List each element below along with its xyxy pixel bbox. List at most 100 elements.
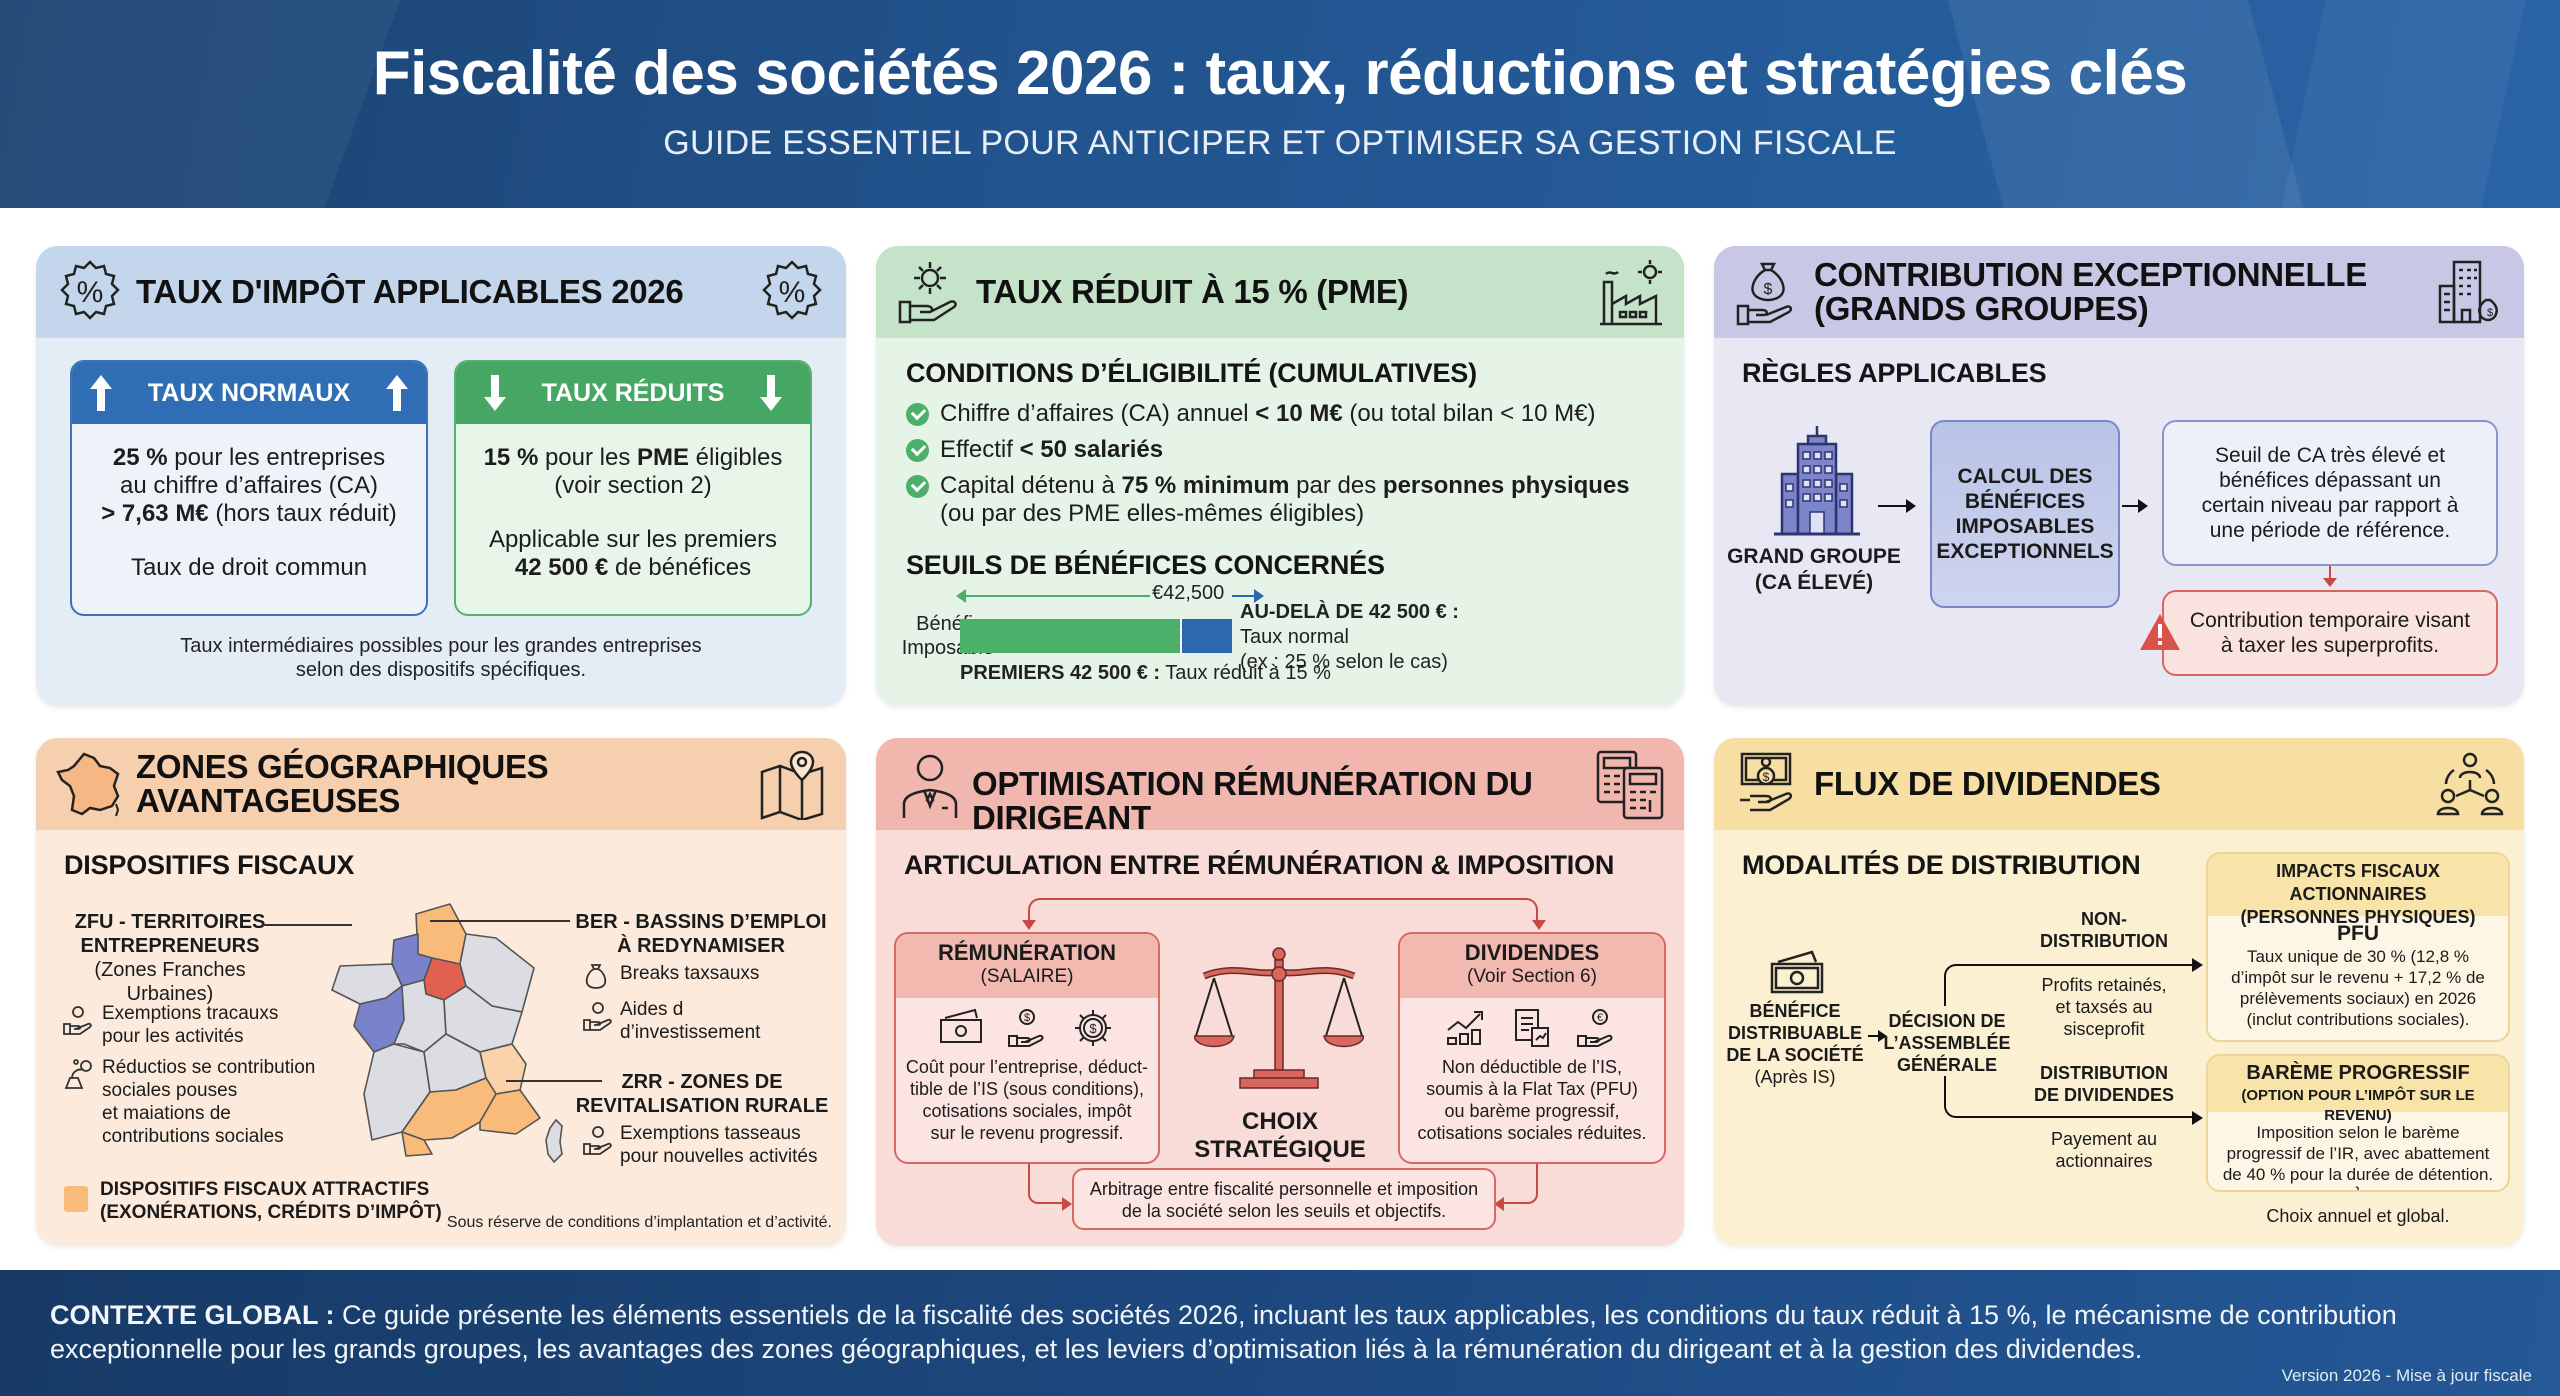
hand-coin-icon xyxy=(582,1124,614,1156)
blue-range-line xyxy=(1232,595,1256,597)
leader-line xyxy=(262,924,352,926)
dividendes-card-header: DIVIDENDES (Voir Section 6) xyxy=(1400,934,1664,998)
zfu-item: Réductios se contribution sociales pouse… xyxy=(62,1056,322,1148)
rules-heading: RÈGLES APPLICABLES xyxy=(1742,358,2047,388)
dividendes-text: Non déductible de l’IS, soumis à la Flat… xyxy=(1400,1056,1664,1144)
france-map-icon xyxy=(54,748,126,820)
document-chart-icon xyxy=(1512,1008,1552,1048)
green-range-line xyxy=(960,595,1150,597)
panel-taux-impot: % TAUX D'IMPÔT APPLICABLES 2026 % TAUX N… xyxy=(36,246,846,706)
articulation-heading: ARTICULATION ENTRE RÉMUNÉRATION & IMPOSI… xyxy=(904,850,1615,880)
threshold-value: > 7,63 M€ xyxy=(101,500,209,527)
text: (Voir Section 6) xyxy=(1467,966,1597,987)
taux-reduits-body: 15 % pour les PME éligibles (voir sectio… xyxy=(456,424,810,602)
footer-text: Ce guide présente les éléments essentiel… xyxy=(50,1300,2397,1364)
taux-reduits-card: TAUX RÉDUITS 15 % pour les PME éligibles… xyxy=(454,360,812,616)
percent-badge-icon: % xyxy=(756,256,828,328)
text: Arbitrage entre fiscalité personnelle et… xyxy=(1089,1179,1479,1199)
text: Imposition selon le barème xyxy=(2256,1123,2460,1142)
text: soumis à la Flat Tax (PFU) xyxy=(1426,1079,1638,1099)
text: contributions sociales xyxy=(102,1126,284,1147)
grand-groupe-label: GRAND GROUPE (CA ÉLEVÉ) xyxy=(1724,544,1904,596)
text: (EXONÉRATIONS, CRÉDITS D’IMPÔT) xyxy=(100,1202,442,1223)
ber-item: Aides d d’investissement xyxy=(582,998,842,1044)
arrow-right-icon xyxy=(2192,1111,2203,1125)
arrow-down-icon xyxy=(1022,920,1036,930)
panel-title: OPTIMISATION RÉMUNÉRATION DU DIRIGEANT xyxy=(972,765,1533,836)
text: Coût pour l’entreprise, déduct- xyxy=(905,1057,1149,1077)
text: Profits retainés, xyxy=(2041,975,2167,995)
taux-footnote: Taux intermédiaires possibles pour les g… xyxy=(36,634,846,682)
text: cotisations sociales, impôt xyxy=(922,1101,1132,1121)
arrow-down-icon xyxy=(1532,920,1546,930)
office-building-money-icon: $ xyxy=(2434,256,2506,328)
text: (SALAIRE) xyxy=(980,966,1074,987)
gear-dollar-icon: $ xyxy=(1071,1008,1115,1048)
text: CONTRIBUTION EXCEPTIONNELLE xyxy=(1814,256,2367,293)
text: ZFU - TERRITOIRES xyxy=(74,911,266,933)
text: REVITALISATION RURALE xyxy=(575,1095,829,1117)
text: sisceprofit xyxy=(2063,1019,2145,1039)
connector-bottom-left xyxy=(1028,1164,1068,1204)
text: personnes physiques xyxy=(1382,472,1630,499)
arrow-down-icon xyxy=(482,373,508,413)
legend-label: DISPOSITIFS FISCAUX ATTRACTIFS (EXONÉRAT… xyxy=(100,1178,442,1224)
text: Aides d xyxy=(620,999,684,1020)
text: de la société selon les seuils et object… xyxy=(1121,1201,1447,1221)
text: L’ASSEMBLÉE xyxy=(1883,1033,2011,1053)
text: Effectif xyxy=(940,436,1020,463)
text: Taux normal xyxy=(1240,626,1349,648)
note: Taux de droit commun xyxy=(130,554,368,581)
panel-header: OPTIMISATION RÉMUNÉRATION DU DIRIGEANT xyxy=(876,738,1684,835)
arrow-right-icon xyxy=(1254,589,1264,603)
hand-gear-icon xyxy=(894,256,966,328)
text: RÉMUNÉRATION xyxy=(937,940,1117,965)
text: ZONES GÉOGRAPHIQUES xyxy=(136,748,549,785)
text: certain niveau par rapport à xyxy=(2201,494,2459,517)
text: ENTREPRENEURS xyxy=(80,935,260,957)
taux-reduits-header: TAUX RÉDUITS xyxy=(456,362,810,424)
text: (ou par des PME elles-mêmes éligibles) xyxy=(940,500,1365,527)
panel-title: CONTRIBUTION EXCEPTIONNELLE (GRANDS GROU… xyxy=(1814,258,2367,326)
text: sociales pouses xyxy=(102,1080,238,1101)
text: d’investissement xyxy=(620,1022,761,1043)
text: prélèvements sociaux) en 2026 xyxy=(2239,989,2477,1008)
text: AVANTAGEUSES xyxy=(136,782,401,819)
text: Exemptions tracauxs xyxy=(102,1003,279,1024)
text: pour les entreprises xyxy=(167,444,386,471)
text: DISTRIBUABLE xyxy=(1728,1023,1862,1043)
page-title: Fiscalité des sociétés 2026 : taux, rédu… xyxy=(372,39,2188,108)
benefice-label: BÉNÉFICE DISTRIBUABLE DE LA SOCIÉTÉ (Apr… xyxy=(1720,1000,1870,1088)
text: BÉNÉFICES xyxy=(1964,490,2086,513)
arbitrage-box: Arbitrage entre fiscalité personnelle et… xyxy=(1072,1168,1496,1230)
text: BÉNÉFICE xyxy=(1749,1001,1841,1021)
text: ZRR - ZONES DE xyxy=(621,1071,783,1093)
rate-value: 15 % xyxy=(483,444,539,471)
text: NON- xyxy=(2081,909,2127,929)
money-flow-icon xyxy=(62,1058,94,1090)
leader-line xyxy=(430,920,570,922)
dividendes-card: DIVIDENDES (Voir Section 6) € Non déduct… xyxy=(1398,932,1666,1164)
money-bag-icon xyxy=(582,962,610,990)
businessman-icon xyxy=(894,748,966,820)
text: Taux réduit à 15 % xyxy=(1160,662,1331,684)
text: AU-DELÀ DE 42 500 € : xyxy=(1240,601,1459,623)
header-banner: Fiscalité des sociétés 2026 : taux, rédu… xyxy=(0,0,2560,208)
text: Contribution temporaire visant xyxy=(2189,609,2471,632)
audela-label: AU-DELÀ DE 42 500 € : Taux normal (ex : … xyxy=(1240,600,1459,675)
panel-title: TAUX D'IMPÔT APPLICABLES 2026 xyxy=(136,273,684,310)
text: actionnaires xyxy=(2055,1151,2153,1171)
taux-normaux-body: 25 % pour les entreprises au chiffre d’a… xyxy=(72,424,426,602)
panel-header: $ FLUX DE DIVIDENDES xyxy=(1714,738,2524,830)
connector-bottom-right xyxy=(1502,1164,1538,1204)
zfu-item: Exemptions tracauxs pour les activités xyxy=(62,1002,322,1048)
hand-coin-icon xyxy=(62,1004,94,1036)
banknote-icon xyxy=(939,1008,983,1048)
impacts-header: IMPACTS FISCAUX ACTIONNAIRES (PERSONNES … xyxy=(2208,854,2508,927)
legend-swatch xyxy=(64,1186,88,1212)
text: (PERSONNES PHYSIQUES) xyxy=(2240,907,2476,927)
text: ou barème progressif, xyxy=(1444,1101,1620,1121)
alert-box: Contribution temporaire visant à taxer l… xyxy=(2162,590,2498,676)
text: PME xyxy=(637,444,690,471)
scales-icon xyxy=(1194,946,1364,1096)
